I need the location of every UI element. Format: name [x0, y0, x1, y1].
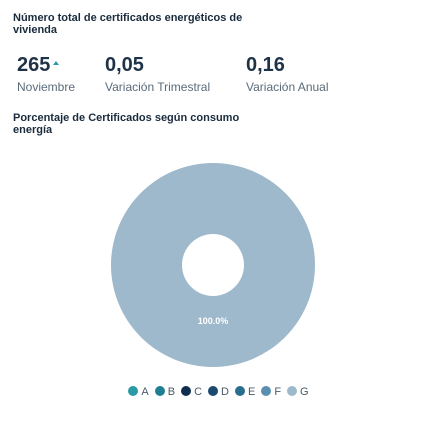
data-label-g: 100.0%	[198, 316, 229, 326]
legend-swatch-f	[261, 386, 272, 396]
metric-total-value: 265	[17, 54, 51, 76]
legend-item-e[interactable]: E	[234, 386, 256, 398]
metric-quarterly-value: 0,05	[105, 54, 144, 76]
trend-up-icon	[53, 61, 60, 65]
legend-label-d: D	[221, 386, 229, 398]
metric-annual-label: Variación Anual	[246, 80, 329, 94]
metric-quarterly-label: Variación Trimestral	[105, 80, 211, 94]
legend-label-g: G	[300, 386, 309, 398]
legend-swatch-b	[154, 386, 165, 396]
legend-label-f: F	[274, 386, 282, 398]
legend-item-f[interactable]: F	[261, 386, 281, 398]
metrics-row: 265 Noviembre 0,05 Variación Trimestral …	[17, 54, 427, 98]
legend-item-b[interactable]: B	[154, 386, 176, 398]
metric-total: 265 Noviembre	[17, 54, 75, 94]
legend-item-d[interactable]: D	[208, 386, 229, 398]
chart-legend: A B C D E F G	[0, 386, 437, 398]
legend-label-b: B	[167, 386, 176, 398]
donut-chart: 100.0%	[111, 163, 315, 367]
pie-slice-g[interactable]	[111, 163, 315, 367]
legend-label-a: A	[141, 386, 149, 398]
legend-swatch-a	[128, 386, 139, 396]
legend-swatch-e	[234, 386, 245, 396]
metric-annual-value: 0,16	[246, 54, 285, 76]
legend-item-a[interactable]: A	[128, 386, 149, 398]
legend-item-g[interactable]: G	[287, 386, 309, 398]
metric-total-label: Noviembre	[17, 80, 76, 94]
section-title-certificados: Número total de certificados energéticos…	[13, 12, 243, 36]
metric-annual: 0,16 Variación Anual	[246, 54, 329, 94]
legend-label-c: C	[194, 386, 203, 398]
legend-swatch-d	[208, 386, 219, 396]
legend-swatch-g	[287, 386, 298, 396]
legend-label-e: E	[247, 386, 256, 398]
legend-swatch-c	[181, 386, 192, 396]
metric-quarterly: 0,05 Variación Trimestral	[105, 54, 210, 94]
legend-item-c[interactable]: C	[181, 386, 202, 398]
chart-title: Porcentaje de Certificados según consumo…	[13, 112, 240, 136]
metric-total-value-row: 265	[17, 54, 75, 76]
